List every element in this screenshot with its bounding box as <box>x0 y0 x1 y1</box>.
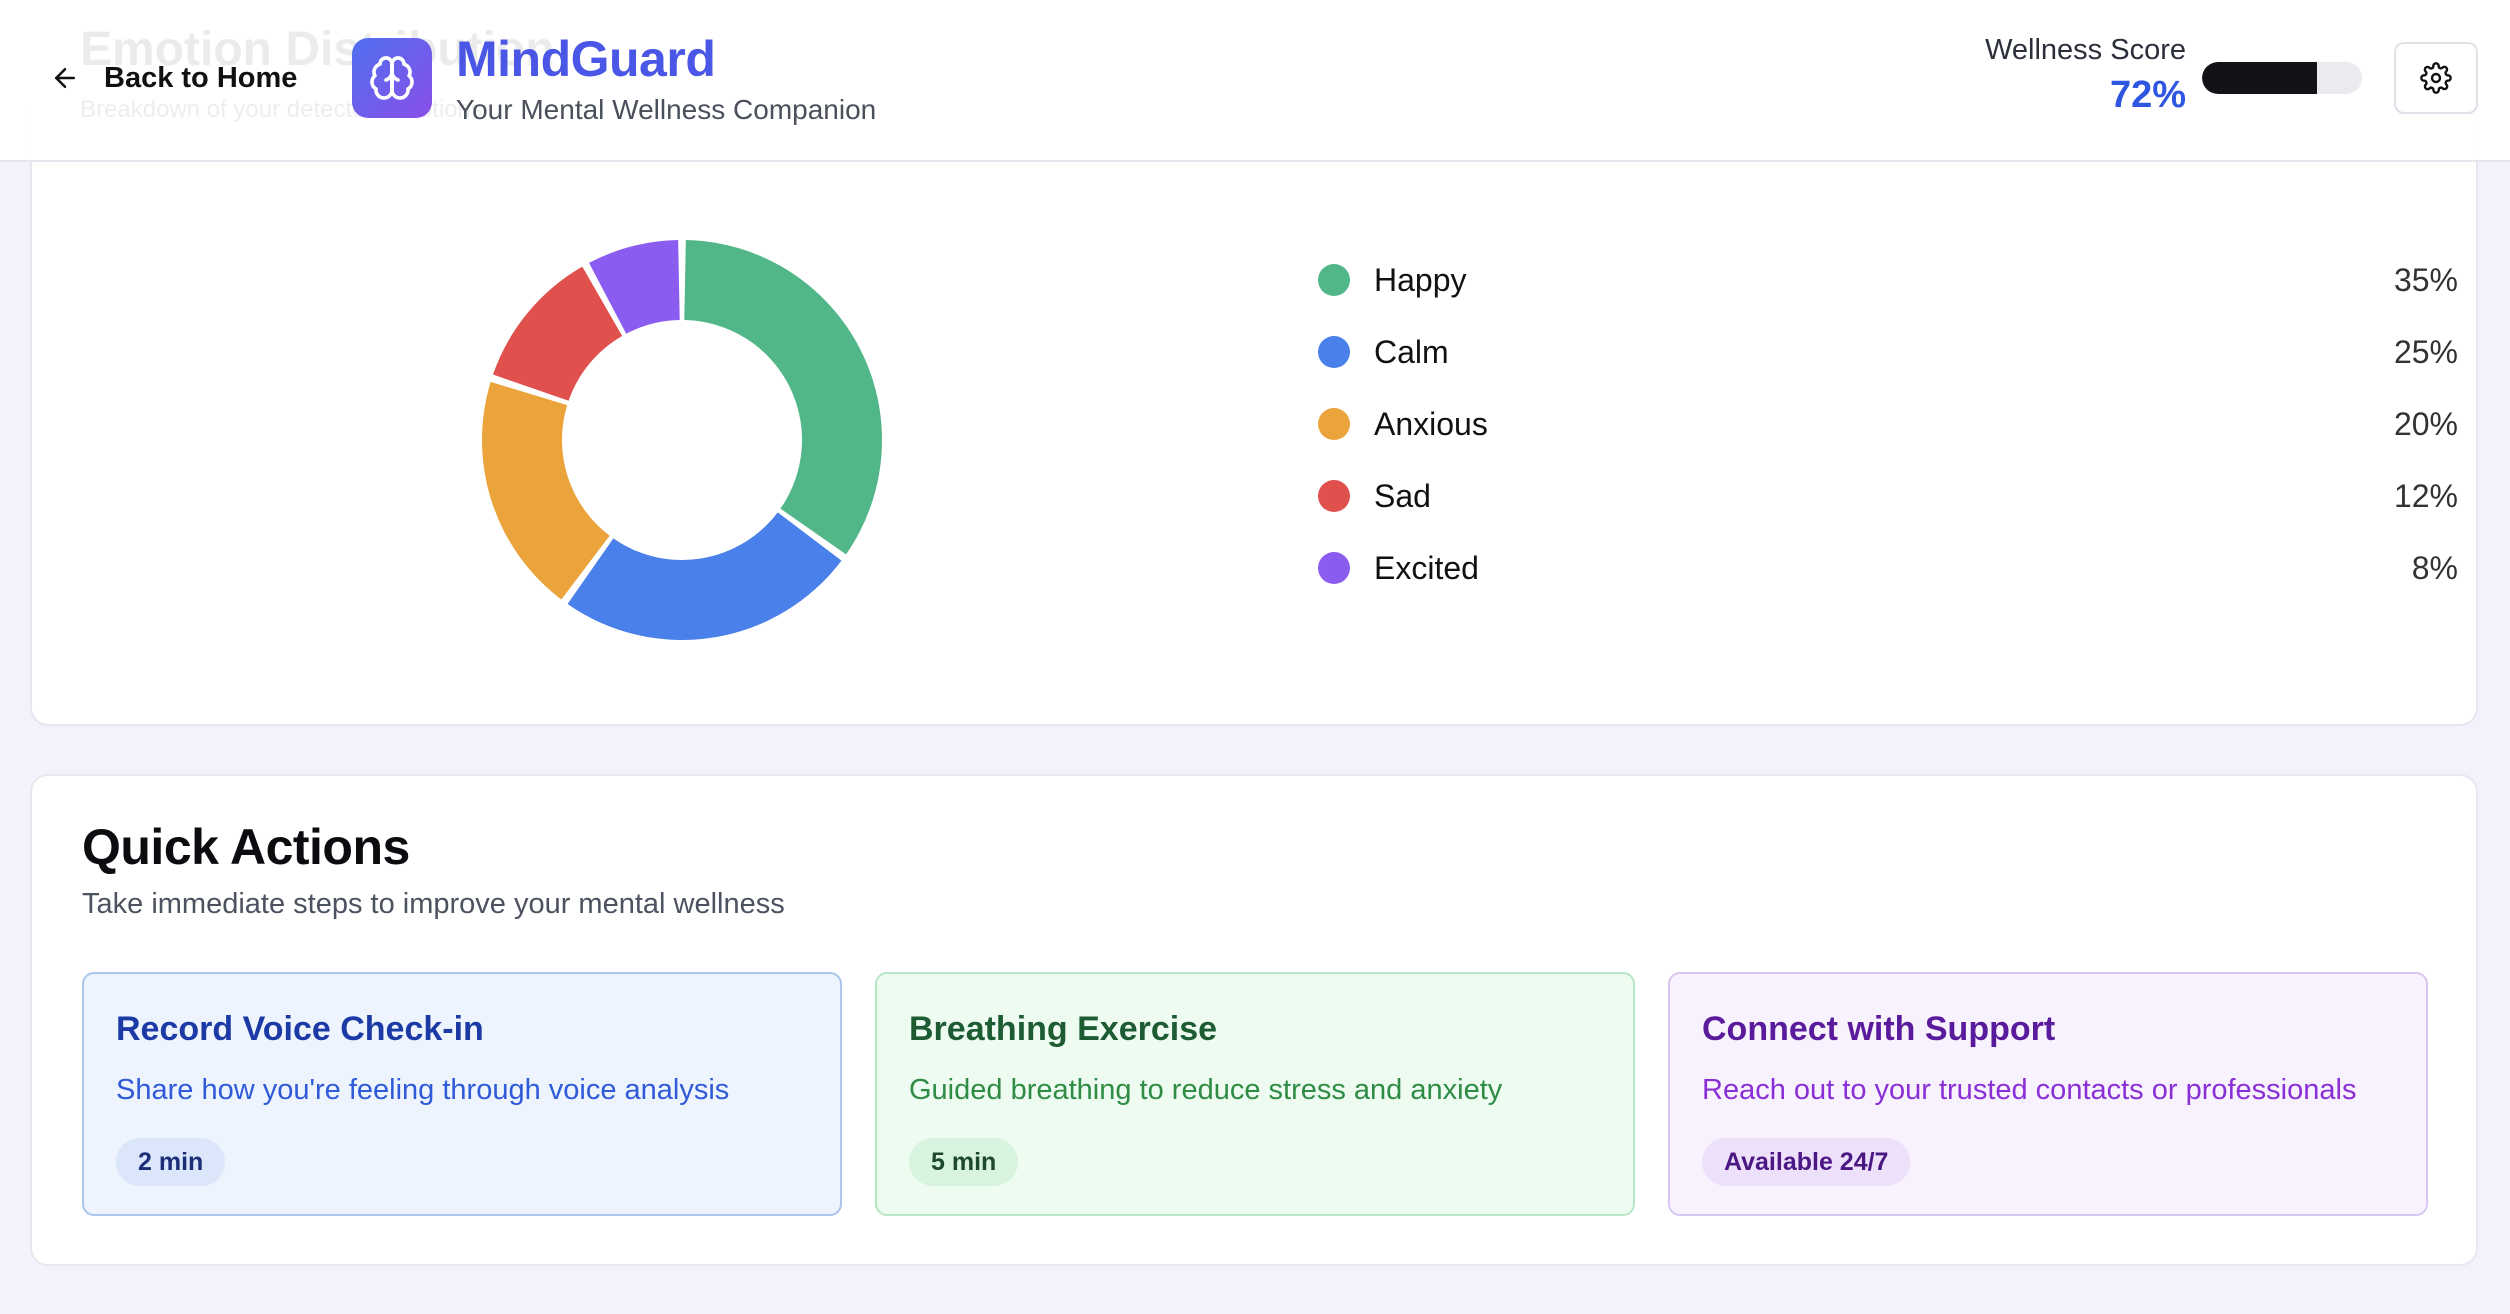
legend-item: Sad 12% <box>1284 460 2462 532</box>
legend-dot-excited <box>1318 552 1350 584</box>
wellness-progress-bar <box>2202 62 2362 94</box>
legend-value: 8% <box>2411 549 2458 586</box>
legend-item: Excited 8% <box>1284 532 2462 604</box>
legend-label: Calm <box>1374 333 1449 370</box>
action-title: Breathing Exercise <box>909 1010 1218 1048</box>
app-header: Emotion Distribution Breakdown of your d… <box>0 0 2510 162</box>
duration-badge: 5 min <box>909 1138 1019 1186</box>
action-title: Connect with Support <box>1702 1010 2056 1048</box>
brain-icon <box>370 56 414 100</box>
legend-dot-calm <box>1318 336 1350 368</box>
legend-label: Sad <box>1374 477 1431 514</box>
action-description: Reach out to your trusted contacts or pr… <box>1702 1074 2357 1106</box>
donut-slice-happy <box>684 240 882 555</box>
record-voice-checkin-button[interactable]: Record Voice Check-in Share how you're f… <box>82 972 842 1216</box>
quick-actions-title: Quick Actions <box>82 819 410 875</box>
duration-badge: 2 min <box>116 1138 226 1186</box>
brand-logo <box>352 38 432 118</box>
action-title: Record Voice Check-in <box>116 1010 484 1048</box>
donut-slice-anxious <box>482 381 610 600</box>
legend-dot-happy <box>1318 264 1350 296</box>
obscured-section-title: Emotion Distribution <box>80 23 555 76</box>
gear-icon <box>2420 62 2452 94</box>
legend-dot-anxious <box>1318 408 1350 440</box>
legend-value: 25% <box>2393 333 2458 370</box>
back-to-home-link[interactable]: Back to Home <box>50 58 297 98</box>
brand-tagline: Your Mental Wellness Companion <box>456 94 877 125</box>
arrow-left-icon <box>55 68 75 88</box>
legend-item: Happy 35% <box>1284 244 2462 316</box>
connect-support-button[interactable]: Connect with Support Reach out to your t… <box>1668 972 2428 1216</box>
legend-label: Anxious <box>1374 405 1488 442</box>
legend-item: Calm 25% <box>1284 316 2462 388</box>
breathing-exercise-button[interactable]: Breathing Exercise Guided breathing to r… <box>875 972 1635 1216</box>
emotion-legend: Happy 35% Calm 25% Anxious 20% Sad 12% E… <box>1284 244 2462 604</box>
legend-value: 20% <box>2393 405 2458 442</box>
wellness-score-value: 72% <box>2109 74 2186 116</box>
back-label: Back to Home <box>104 61 298 94</box>
legend-value: 12% <box>2393 477 2458 514</box>
legend-label: Happy <box>1374 261 1467 298</box>
wellness-score-label: Wellness Score <box>1985 34 2186 66</box>
settings-button[interactable] <box>2394 42 2478 114</box>
legend-item: Anxious 20% <box>1284 388 2462 460</box>
legend-value: 35% <box>2393 261 2458 298</box>
quick-actions-subtitle: Take immediate steps to improve your men… <box>82 888 785 920</box>
action-description: Share how you're feeling through voice a… <box>116 1074 730 1106</box>
availability-badge: Available 24/7 <box>1702 1138 1911 1186</box>
donut-slice-sad <box>493 266 623 401</box>
legend-label: Excited <box>1374 549 1479 586</box>
legend-dot-sad <box>1318 480 1350 512</box>
emotion-donut-chart <box>482 240 882 640</box>
wellness-progress-fill <box>2202 62 2318 94</box>
emotion-distribution-card: Happy 35% Calm 25% Anxious 20% Sad 12% E… <box>30 110 2478 726</box>
brand-name: MindGuard <box>456 31 716 87</box>
donut-slice-excited <box>589 240 680 334</box>
action-description: Guided breathing to reduce stress and an… <box>909 1074 1503 1106</box>
donut-slice-calm <box>567 512 842 640</box>
quick-actions-card: Quick Actions Take immediate steps to im… <box>30 774 2478 1266</box>
